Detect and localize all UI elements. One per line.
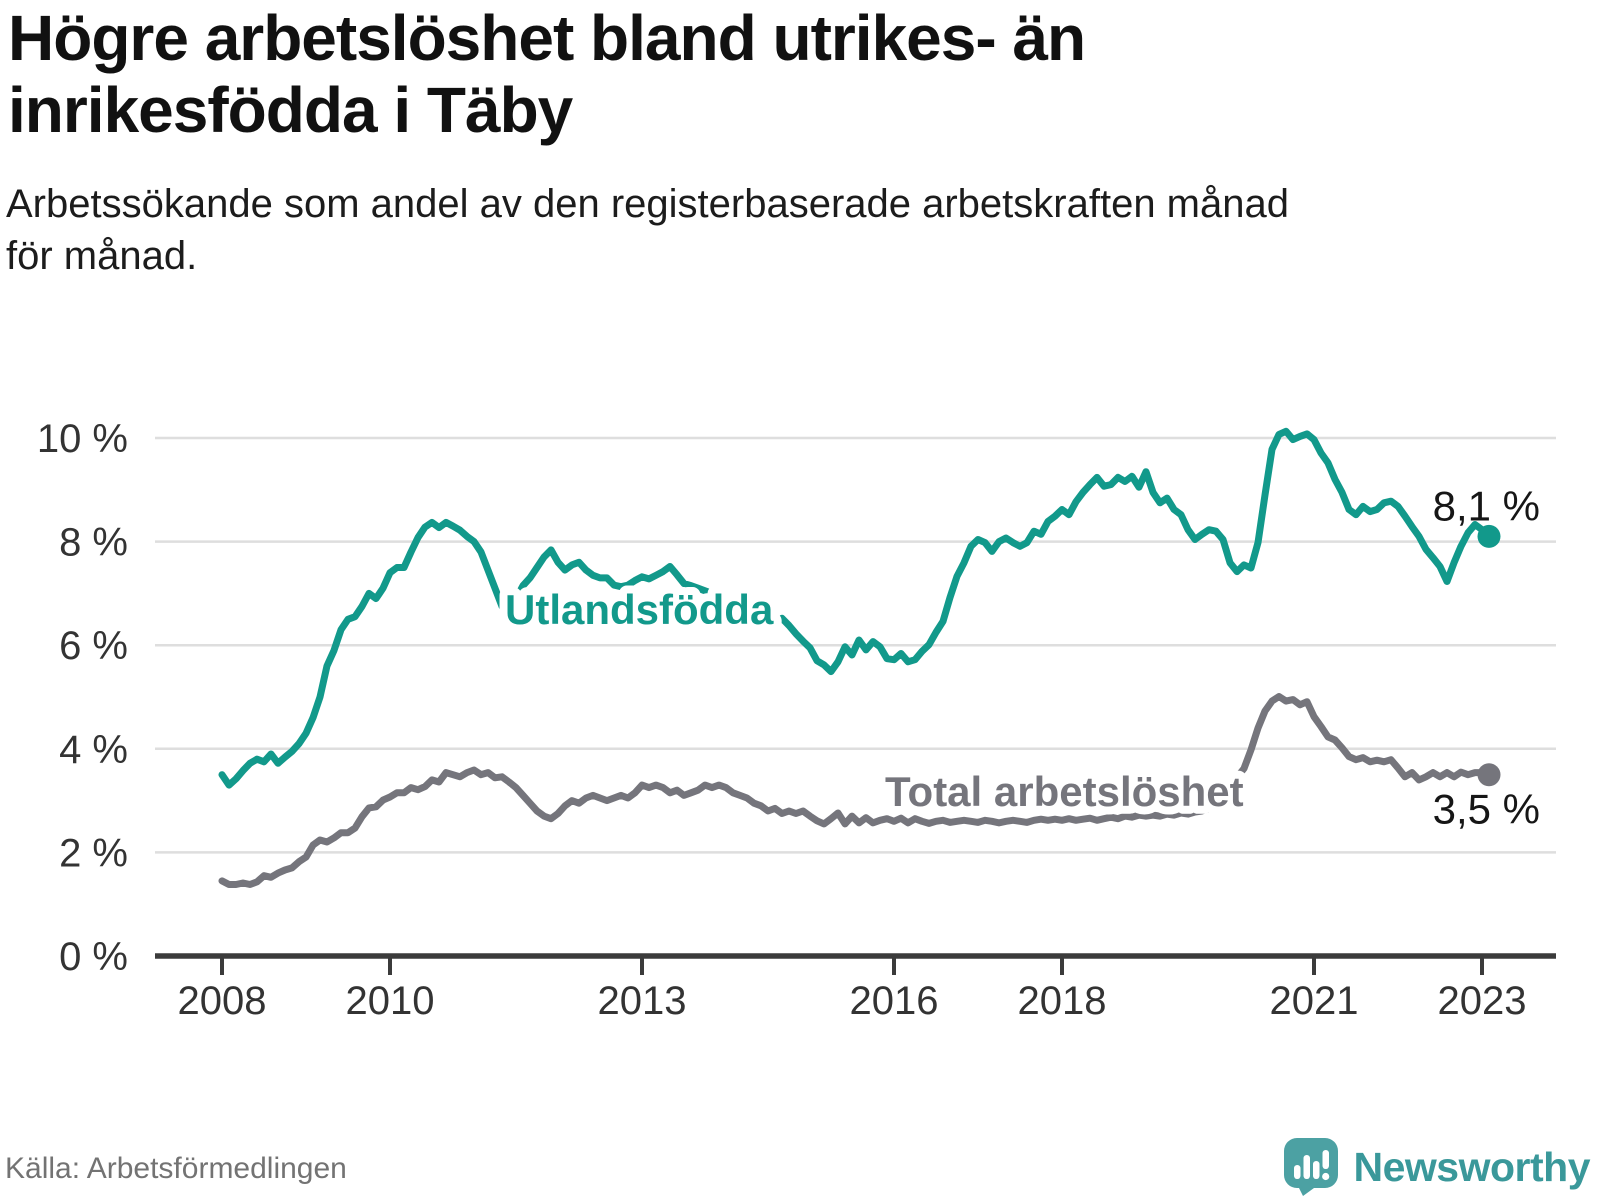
x-axis-label-2023: 2023 [1438, 979, 1527, 1023]
x-axis-label-2013: 2013 [598, 979, 687, 1023]
chart-subtitle: Arbetssökande som andel av den registerb… [6, 182, 1289, 278]
x-axis-label-2016: 2016 [850, 979, 939, 1023]
end-value-label-total-arbetsl-shet: 3,5 % [1433, 786, 1540, 833]
y-axis-label-8: 8 % [59, 521, 128, 565]
page-title: Högre arbetslöshet bland utrikes- än inr… [8, 2, 1086, 147]
y-axis-label-6: 6 % [59, 624, 128, 668]
newsworthy-logo: Newsworthy [1283, 1138, 1591, 1196]
end-value-label-utlandsf-dda: 8,1 % [1433, 482, 1540, 529]
x-axis-label-2008: 2008 [178, 979, 267, 1023]
series-line-utlandsf-dda [218, 427, 1493, 789]
series-label-total-arbetsl-shet: Total arbetslöshet [885, 768, 1244, 815]
exclamation-dot-icon [1321, 1172, 1329, 1181]
y-axis-label-0: 0 % [59, 935, 128, 979]
source-note: Källa: Arbetsförmedlingen [5, 1152, 347, 1185]
end-marker-total-arbetsl-shet [1477, 763, 1501, 787]
bar-icon-medium [1312, 1161, 1319, 1179]
x-axis-label-2018: 2018 [1018, 979, 1107, 1023]
y-axis-label-4: 4 % [59, 728, 128, 772]
series-label-utlandsf-dda: Utlandsfödda [505, 586, 774, 633]
y-axis-label-2: 2 % [59, 831, 128, 875]
exclamation-bar-icon [1322, 1150, 1329, 1169]
x-axis-label-2021: 2021 [1270, 979, 1359, 1023]
bar-icon-tall [1303, 1155, 1310, 1179]
pin-shape [1283, 1138, 1338, 1196]
newsworthy-pin-icon [1283, 1138, 1338, 1196]
newsworthy-wordmark: Newsworthy [1353, 1143, 1591, 1190]
x-axis-label-2010: 2010 [346, 979, 435, 1023]
y-axis-label-10: 10 % [37, 417, 128, 461]
series-line-total-arbetsl-shet [218, 693, 1493, 888]
bar-icon-small [1293, 1165, 1300, 1179]
end-marker-utlandsf-dda [1477, 524, 1501, 548]
